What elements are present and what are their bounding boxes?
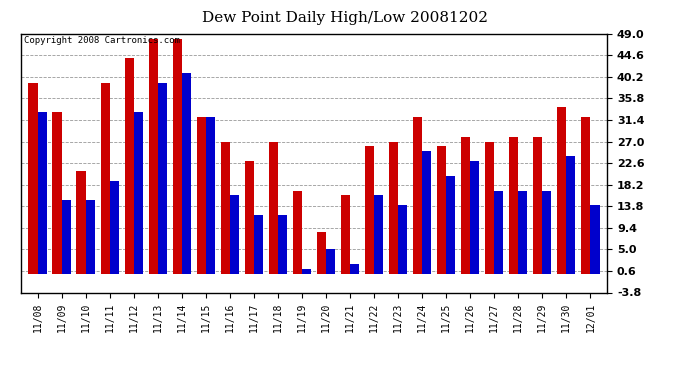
Bar	[293, 190, 302, 274]
Bar	[413, 117, 422, 274]
Bar	[254, 215, 263, 274]
Bar	[422, 152, 431, 274]
Bar	[533, 136, 542, 274]
Bar	[206, 117, 215, 274]
Bar	[558, 107, 566, 274]
Bar	[245, 161, 254, 274]
Bar	[124, 58, 134, 274]
Bar	[437, 147, 446, 274]
Bar	[197, 117, 206, 274]
Bar	[566, 156, 575, 274]
Bar	[470, 161, 480, 274]
Bar	[172, 39, 181, 274]
Text: Copyright 2008 Cartronics.com: Copyright 2008 Cartronics.com	[23, 36, 179, 45]
Bar	[77, 171, 86, 274]
Bar	[52, 112, 61, 274]
Bar	[461, 136, 470, 274]
Bar	[374, 195, 383, 274]
Bar	[518, 190, 527, 274]
Bar	[158, 83, 167, 274]
Bar	[389, 142, 398, 274]
Bar	[86, 200, 95, 274]
Bar	[61, 200, 70, 274]
Bar	[341, 195, 350, 274]
Bar	[326, 249, 335, 274]
Bar	[269, 142, 278, 274]
Bar	[581, 117, 591, 274]
Bar	[278, 215, 287, 274]
Bar	[350, 264, 359, 274]
Bar	[37, 112, 47, 274]
Bar	[494, 190, 504, 274]
Text: Dew Point Daily High/Low 20081202: Dew Point Daily High/Low 20081202	[202, 11, 488, 25]
Bar	[101, 83, 110, 274]
Bar	[148, 39, 158, 274]
Bar	[110, 181, 119, 274]
Bar	[509, 136, 518, 274]
Bar	[221, 142, 230, 274]
Bar	[230, 195, 239, 274]
Bar	[28, 83, 37, 274]
Bar	[317, 232, 326, 274]
Bar	[446, 176, 455, 274]
Bar	[542, 190, 551, 274]
Bar	[398, 205, 407, 274]
Bar	[302, 269, 311, 274]
Bar	[181, 73, 191, 274]
Bar	[365, 147, 374, 274]
Bar	[591, 205, 600, 274]
Bar	[485, 142, 494, 274]
Bar	[134, 112, 143, 274]
